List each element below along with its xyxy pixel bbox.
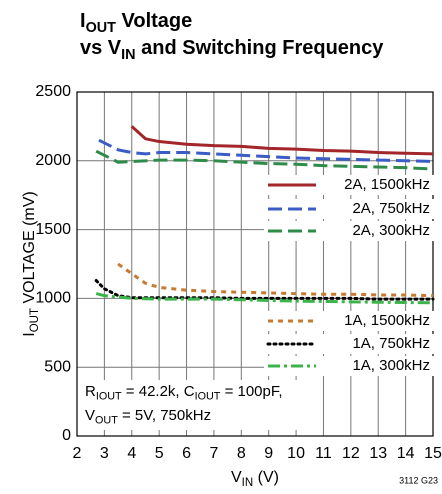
text-part: (V) [253,469,279,486]
x-tick-label: 10 [287,445,305,462]
x-tick-label: 9 [264,445,273,462]
annotation: RIOUT = 42.2k, CIOUT = 100pF, [85,383,283,402]
x-tick-label: 11 [315,445,332,462]
y-tick-label: 1500 [35,221,71,238]
subscript: IOUT [96,390,122,402]
text-part: V [231,469,242,486]
x-tick-label: 5 [155,445,164,462]
text-part: = 5V, 750kHz [118,407,211,424]
y-tick-label: 2000 [35,152,71,169]
plot-frame [76,91,434,437]
subscript: IOUT [195,390,221,402]
legend-bg [264,199,434,219]
legend-bg [264,221,434,241]
series-line [98,138,434,163]
legend-label: 2A, 300kHz [352,222,430,239]
legend-bg [264,311,434,331]
legend-label: 2A, 750kHz [352,200,430,217]
subscript: OUT [29,308,41,332]
y-tick-label: 0 [62,427,71,444]
x-tick-label: 14 [397,445,415,462]
y-tick-label: 500 [44,358,71,375]
y-tick-label: 2500 [35,83,71,100]
text-part: Voltage [116,10,192,32]
series-line [95,292,434,305]
legend-bg [264,334,434,354]
text-part: I [80,10,86,32]
y-tick-label: 1000 [35,290,71,307]
y-axis-label: IOUT VOLTAGE (mV) [21,191,41,337]
legend-bg [264,175,434,195]
legend-label: 2A, 1500kHz [344,176,430,193]
series-line [95,149,434,171]
x-tick-label: 13 [369,445,387,462]
x-tick-label: 2 [73,445,82,462]
text-part: VOLTAGE (mV) [21,191,38,308]
series-line [117,262,434,298]
x-tick-label: 6 [182,445,191,462]
x-axis-label: VIN (V) [231,469,279,489]
text-part: and Switching Frequency [136,37,385,59]
x-tick-label: 12 [342,445,360,462]
x-tick-label: 7 [209,445,218,462]
annotation-bg [82,380,322,430]
text-part: vs V [80,37,122,59]
footnote: 3112 G23 [399,475,438,485]
legend-label: 1A, 1500kHz [344,312,430,329]
series-line [130,125,434,156]
subscript: IN [242,477,254,489]
x-tick-label: 15 [424,445,442,462]
legend-label: 1A, 750kHz [352,335,430,352]
annotation: VOUT = 5V, 750kHz [85,407,211,426]
chart-title: IOUT Voltage [80,10,192,36]
chart-title: vs VIN and Switching Frequency [80,37,384,63]
x-tick-label: 4 [127,445,136,462]
legend-label: 1A, 300kHz [352,357,430,374]
text-part: R [85,383,96,400]
text-part: = 42.2k, C [122,383,195,400]
x-tick-label: 3 [100,445,109,462]
text-part: I [21,332,38,336]
x-tick-label: 8 [237,445,246,462]
subscript: OUT [95,414,118,426]
text-part: V [85,407,95,424]
subscript: OUT [86,20,117,36]
text-part: = 100pF, [220,383,282,400]
subscript: IN [121,47,135,63]
legend-bg [264,356,434,376]
